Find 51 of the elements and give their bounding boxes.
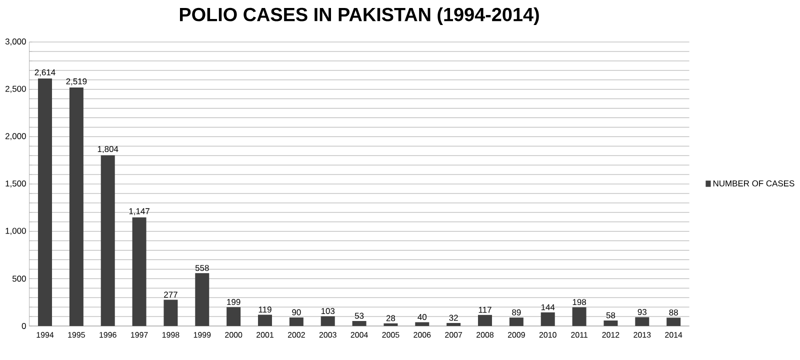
bar: [478, 314, 492, 326]
data-label: 558: [195, 264, 209, 271]
data-label: 198: [572, 299, 586, 306]
y-tick-label: 500: [12, 276, 26, 282]
y-tick-label: 1,500: [6, 180, 26, 188]
bar: [132, 217, 146, 326]
data-label: 53: [354, 312, 364, 319]
bar: [509, 318, 524, 326]
bar: [289, 317, 304, 326]
y-tick-label: 0: [22, 323, 26, 329]
data-label: 93: [638, 309, 646, 315]
data-label: 32: [449, 314, 458, 321]
y-tick-label: 2,000: [6, 133, 26, 140]
data-label: 89: [512, 309, 521, 316]
bar: [666, 318, 681, 326]
data-label: 2,519: [66, 78, 87, 86]
data-label: 40: [418, 314, 427, 320]
data-label: 144: [541, 304, 555, 310]
bar: [226, 307, 241, 326]
chart-title: POLIO CASES IN PAKISTAN (1994-2014): [180, 7, 539, 25]
bar: [38, 78, 52, 326]
y-tick-label: 3,000: [5, 38, 26, 46]
bar: [446, 322, 461, 326]
data-label: 1,147: [129, 208, 150, 216]
data-label: 88: [669, 309, 678, 316]
data-label: 117: [478, 306, 492, 313]
bar: [352, 320, 366, 326]
bar: [572, 307, 586, 326]
bar: [415, 322, 430, 326]
bar: [258, 314, 272, 326]
bar: [540, 312, 555, 326]
bar: [384, 323, 398, 326]
data-label: 199: [227, 298, 240, 305]
data-label: 119: [258, 306, 272, 313]
bar: [164, 300, 178, 326]
bar: [69, 88, 84, 326]
y-tick-label: 2,500: [6, 86, 26, 93]
bar: [604, 320, 618, 326]
data-label: 58: [606, 312, 616, 318]
data-label: 2,614: [34, 69, 56, 76]
y-tick-label: 1,000: [6, 228, 26, 235]
bar: [100, 155, 115, 326]
bar: [195, 273, 210, 326]
data-label: 1,804: [98, 146, 118, 154]
legend-label: NUMBER OF CASES: [713, 180, 794, 186]
data-label: 277: [164, 292, 178, 298]
data-label: 90: [292, 309, 301, 316]
bar: [635, 317, 650, 326]
data-label: 103: [321, 308, 335, 314]
bar: [320, 316, 335, 326]
data-label: 28: [386, 315, 396, 322]
